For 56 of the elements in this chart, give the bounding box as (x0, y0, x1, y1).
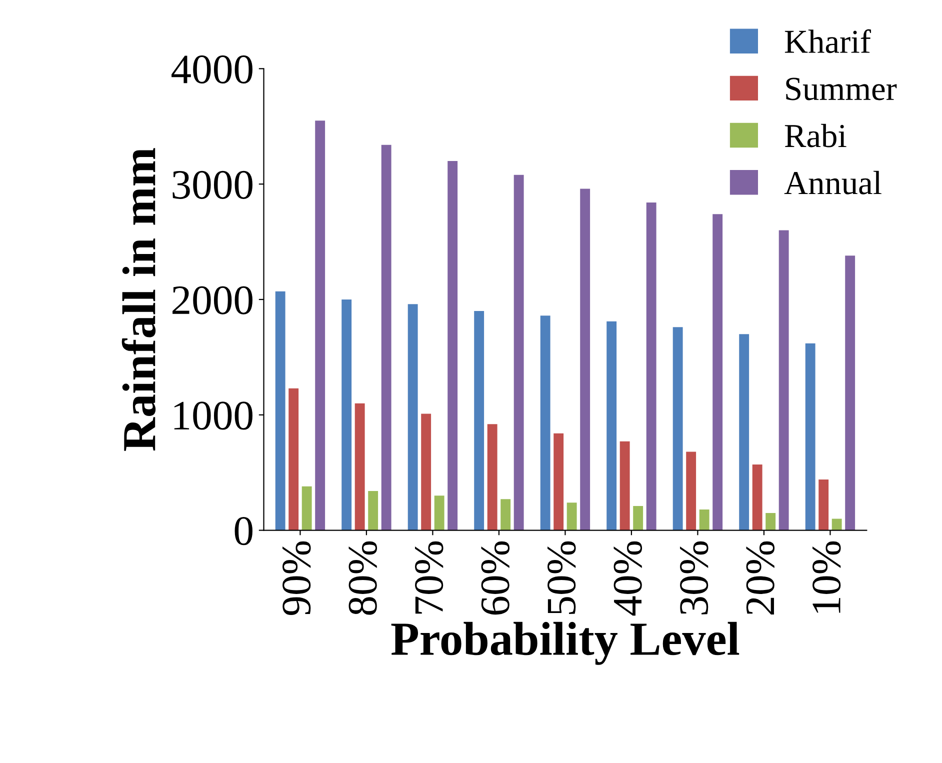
y-tick-label: 4000 (172, 55, 252, 84)
bar (500, 499, 511, 530)
legend-label: Summer (786, 78, 897, 100)
y-tick-label: 1000 (174, 402, 252, 430)
bar (354, 403, 365, 530)
x-tick-label: 90% (282, 541, 311, 616)
x-tick-label: 50% (548, 541, 576, 614)
x-tick-label: 80% (348, 541, 378, 615)
x-tick-label: 70% (415, 541, 444, 614)
bar (832, 518, 842, 530)
bar (606, 321, 617, 530)
bar (487, 424, 498, 530)
x-axis-title: Probability Level (391, 622, 740, 665)
bar (540, 316, 550, 530)
bar (686, 452, 696, 530)
bar (818, 480, 829, 530)
bar (368, 491, 378, 530)
x-tick-label: 30% (680, 541, 708, 614)
bar (580, 188, 590, 530)
bar (845, 256, 856, 530)
bar (633, 506, 644, 530)
bar (288, 388, 299, 530)
bar (514, 174, 524, 530)
y-tick-label: 3000 (172, 170, 252, 199)
bar (302, 486, 312, 530)
bar (620, 441, 630, 530)
bar (646, 202, 656, 530)
bar (408, 304, 418, 530)
bar (778, 230, 789, 530)
bar (275, 291, 286, 530)
legend-label: Kharif (784, 29, 871, 54)
bar (699, 510, 710, 530)
bar (315, 120, 326, 530)
bar (752, 464, 762, 530)
bar (421, 414, 432, 530)
legend-label: Annual (784, 170, 882, 194)
bar (766, 512, 776, 530)
bar (805, 343, 816, 530)
bar (381, 144, 392, 530)
bar (554, 433, 564, 530)
bar (448, 160, 458, 530)
y-axis-title: Rainfall in mm (122, 148, 156, 451)
bar (672, 327, 683, 530)
bar (739, 334, 750, 530)
legend-label: Rabi (784, 124, 846, 148)
x-tick-label: 10% (812, 541, 841, 613)
bar (712, 214, 723, 530)
bar (342, 299, 352, 530)
bar (434, 496, 444, 530)
y-tick-label: 0 (234, 517, 252, 546)
x-tick-label: 40% (614, 541, 642, 616)
x-tick-label: 60% (481, 541, 510, 615)
bar (566, 502, 577, 530)
bar (474, 311, 484, 530)
y-tick-label: 2000 (172, 286, 252, 314)
x-tick-label: 20% (746, 541, 775, 615)
